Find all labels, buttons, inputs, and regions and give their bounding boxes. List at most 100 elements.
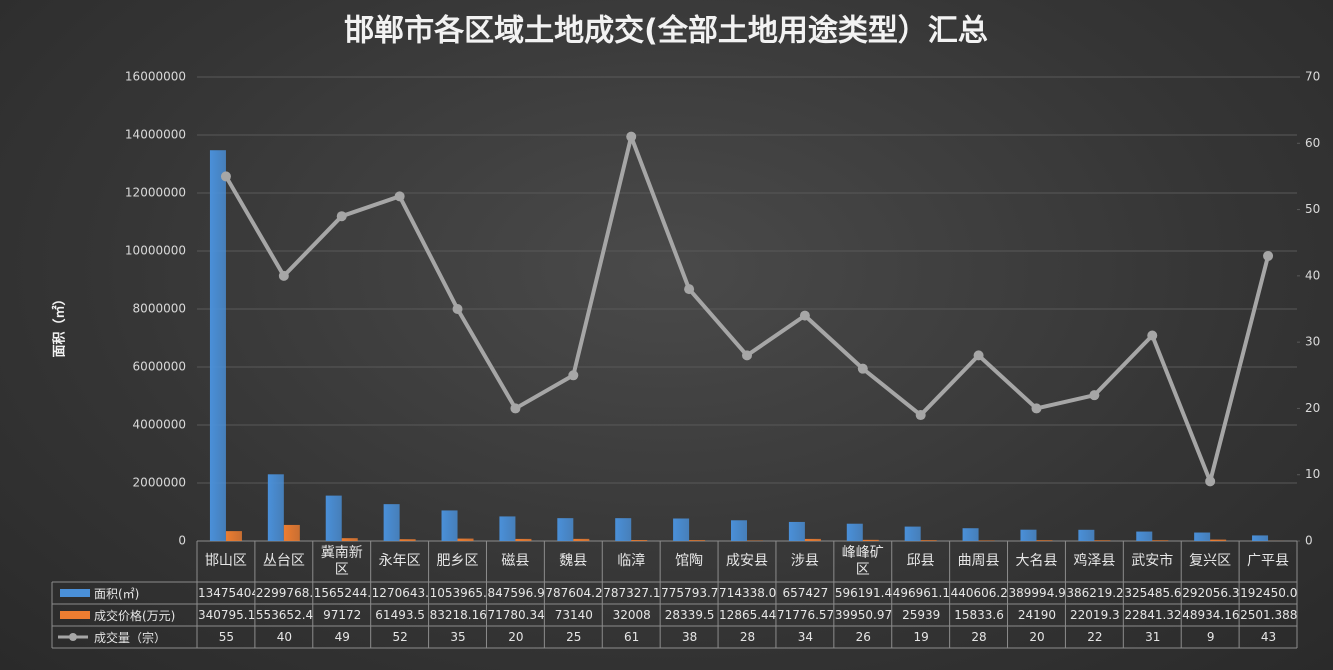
bar bbox=[1152, 540, 1169, 541]
bar bbox=[673, 518, 690, 541]
x-tick-label: 馆陶 bbox=[675, 553, 704, 569]
table-value: 28 bbox=[739, 630, 756, 644]
y2-tick-label: 40 bbox=[1305, 268, 1320, 282]
y2-tick-label: 0 bbox=[1305, 534, 1313, 548]
bar bbox=[731, 520, 747, 541]
y2-tick-label: 10 bbox=[1305, 467, 1320, 481]
table-value: 31 bbox=[1145, 630, 1161, 644]
table-value: 657427 bbox=[782, 586, 829, 600]
table-value: 48934.16 bbox=[1182, 608, 1240, 622]
legend-item: 面积(㎡) bbox=[56, 582, 195, 604]
line-point bbox=[973, 350, 984, 361]
bar bbox=[283, 524, 300, 541]
table-value: 25939 bbox=[902, 608, 941, 622]
line-point bbox=[742, 350, 752, 361]
y2-tick-label: 70 bbox=[1305, 70, 1320, 84]
x-tick-label: 成安县 bbox=[725, 553, 768, 569]
x-tick-label: 肥乡区 bbox=[436, 553, 479, 569]
table-value: 787604.2 bbox=[545, 586, 603, 600]
x-tick-label: 鸡泽县 bbox=[1073, 553, 1116, 569]
bar bbox=[788, 521, 805, 541]
bar bbox=[1194, 532, 1211, 541]
table-value: 34 bbox=[797, 630, 814, 644]
line-point bbox=[568, 370, 579, 381]
y-tick-label: 6000000 bbox=[133, 360, 186, 374]
table-value: 9 bbox=[1206, 630, 1215, 644]
x-tick-label: 大名县 bbox=[1015, 553, 1058, 569]
bar bbox=[383, 504, 400, 541]
bar bbox=[441, 510, 458, 541]
table-value: 19 bbox=[913, 630, 929, 644]
legend-swatch bbox=[58, 633, 88, 641]
table-value: 340795.15 bbox=[198, 608, 255, 622]
bar bbox=[615, 518, 632, 541]
table-value: 71780.34 bbox=[487, 608, 545, 622]
line-point bbox=[799, 310, 810, 321]
y-tick-label: 16000000 bbox=[125, 70, 186, 84]
table-value: 292056.3 bbox=[1182, 586, 1240, 600]
table-value: 35 bbox=[450, 630, 466, 644]
table-value: 28 bbox=[971, 630, 987, 644]
x-tick-label: 邱县 bbox=[906, 553, 935, 569]
legend-item: 成交价格(万元) bbox=[56, 604, 195, 626]
table-value: 192450.04 bbox=[1240, 586, 1297, 600]
table-value: 1053965.8 bbox=[429, 586, 487, 600]
bar bbox=[573, 538, 590, 541]
legend-label: 成交量（宗） bbox=[94, 630, 167, 645]
table-value: 22019.3 bbox=[1070, 608, 1120, 622]
table-value: 15833.6 bbox=[954, 608, 1004, 622]
table-value: 389994.9 bbox=[1008, 586, 1066, 600]
table-value: 553652.4 bbox=[255, 608, 313, 622]
bar bbox=[1094, 540, 1111, 541]
line-point bbox=[684, 284, 695, 295]
bar bbox=[1078, 529, 1095, 541]
x-tick-label: 复兴区 bbox=[1189, 553, 1232, 569]
bar bbox=[209, 150, 226, 542]
line-point bbox=[394, 191, 405, 202]
bar bbox=[862, 539, 879, 541]
line-point bbox=[915, 410, 926, 421]
x-tick-label: 邯山区 bbox=[204, 553, 247, 569]
y-tick-label: 14000000 bbox=[125, 128, 186, 142]
table-value: 49 bbox=[334, 630, 350, 644]
x-tick-label: 涉县 bbox=[790, 553, 819, 569]
table-value: 25 bbox=[566, 630, 582, 644]
line-point bbox=[1089, 390, 1100, 401]
table-value: 12865.44 bbox=[719, 608, 776, 622]
table-value: 71776.57 bbox=[776, 608, 834, 622]
bar bbox=[920, 540, 937, 541]
line-point bbox=[1263, 250, 1274, 261]
bar bbox=[325, 495, 342, 541]
table-value: 24190 bbox=[1017, 608, 1057, 622]
x-tick-label: 永年区 bbox=[378, 553, 421, 569]
bar bbox=[557, 518, 574, 541]
table-value: 496961.1 bbox=[892, 586, 950, 600]
y2-tick-label: 30 bbox=[1305, 335, 1320, 349]
line-point bbox=[857, 363, 868, 374]
table-value: 32008 bbox=[612, 608, 651, 622]
x-tick-label: 武安市 bbox=[1131, 553, 1174, 569]
y-tick-label: 10000000 bbox=[125, 244, 186, 258]
bar bbox=[904, 526, 921, 541]
table-value: 55 bbox=[218, 630, 235, 644]
x-tick-label: 临漳 bbox=[617, 553, 646, 569]
bar bbox=[1020, 529, 1037, 541]
bar bbox=[804, 538, 821, 541]
legend-item: 成交量（宗） bbox=[56, 626, 195, 648]
table-value: 40 bbox=[276, 630, 292, 644]
y2-tick-label: 20 bbox=[1305, 401, 1320, 415]
line-point bbox=[1147, 330, 1158, 341]
legend-dot bbox=[69, 633, 77, 641]
x-tick-label: 丛台区 bbox=[262, 553, 305, 569]
bar bbox=[457, 538, 474, 541]
table-value: 61 bbox=[624, 630, 640, 644]
y-tick-label: 4000000 bbox=[133, 418, 186, 432]
x-tick-label: 磁县 bbox=[501, 553, 530, 569]
table-value: 20 bbox=[1029, 630, 1045, 644]
bar bbox=[1252, 535, 1269, 541]
table-value: 775793.7 bbox=[661, 586, 719, 600]
table-value: 325485.6 bbox=[1124, 586, 1182, 600]
line-point bbox=[510, 403, 521, 414]
table-value: 28339.5 bbox=[664, 608, 715, 622]
